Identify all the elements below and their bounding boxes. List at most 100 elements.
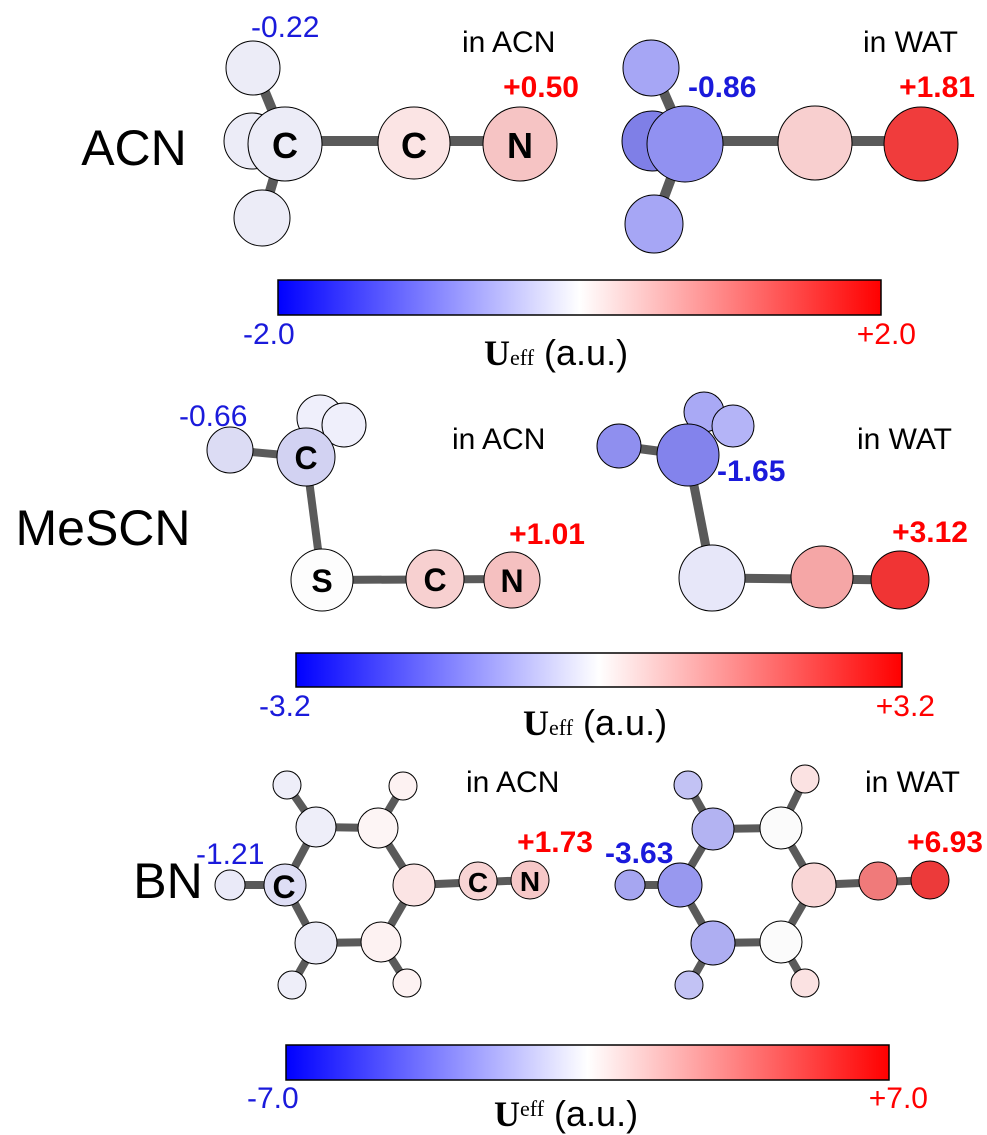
carbon-atom — [263, 863, 307, 907]
mescn-in-wat-max-value: +3.12 — [892, 516, 968, 549]
carbon-atom — [360, 921, 402, 963]
nitrogen-atom — [483, 551, 541, 609]
mescn-in-acn-molecule — [206, 394, 541, 612]
bn-in-wat-solvent-label: in WAT — [865, 766, 960, 799]
axis-symbol: U — [523, 703, 549, 743]
bn-in-acn-min-value: -1.21 — [196, 838, 264, 871]
hydrogen-atom — [596, 423, 642, 469]
molecule-label-mescn: MeSCN — [15, 500, 190, 556]
mescn-in-acn-solvent-label: in ACN — [452, 423, 545, 456]
carbon-atom — [858, 861, 898, 901]
molecule-label-acn: ACN — [81, 120, 187, 176]
atom-letter-carbon: C — [468, 867, 488, 898]
carbon-atom — [690, 920, 736, 966]
hydrogen-atom — [790, 764, 820, 794]
acn-in-wat-molecule — [621, 39, 959, 254]
carbon-atom — [276, 427, 336, 487]
hydrogen-atom — [225, 40, 281, 96]
bn-in-wat-min-value: -3.63 — [605, 837, 673, 870]
colorbar-mescn-max-label: +3.2 — [876, 690, 935, 723]
hydrogen-atom — [624, 194, 684, 254]
atom-letter-carbon: C — [294, 440, 317, 476]
colorbar-bn — [285, 1044, 890, 1081]
axis-subscript: eff — [510, 345, 535, 370]
colorbar-bn-min-label: -7.0 — [247, 1082, 299, 1115]
nitrogen-atom — [910, 860, 950, 900]
carbon-atom — [357, 807, 399, 849]
carbon-atom — [295, 806, 337, 848]
hydrogen-atom — [233, 189, 291, 247]
mescn-in-wat-min-value: -1.65 — [717, 455, 785, 488]
carbon-atom — [759, 920, 803, 964]
axis-symbol: U — [494, 1094, 520, 1134]
bn-in-wat-max-value: +6.93 — [907, 826, 983, 859]
axis-symbol: U — [484, 333, 510, 373]
hydrogen-atom — [614, 869, 646, 901]
colorbar-bn-axis-label: Ueff (a.u.) — [494, 1093, 638, 1134]
hydrogen-atom — [321, 402, 367, 448]
acn-in-wat-min-value: -0.86 — [688, 71, 756, 104]
carbon-atom — [377, 106, 451, 180]
mescn-in-wat-solvent-label: in WAT — [857, 423, 952, 456]
hydrogen-atom — [388, 771, 418, 801]
axis-unit: (a.u.) — [554, 1093, 638, 1134]
colorbar-acn-min-label: -2.0 — [243, 318, 295, 351]
atom-letter-carbon: C — [272, 125, 298, 166]
sulfur-atom — [678, 544, 746, 612]
colorbar-acn-max-label: +2.0 — [857, 318, 916, 351]
acn-in-wat-max-value: +1.81 — [899, 71, 975, 104]
carbon-atom — [405, 549, 465, 609]
carbon-atom — [777, 105, 853, 181]
axis-unit: (a.u.) — [544, 332, 628, 373]
mescn-in-acn-max-value: +1.01 — [509, 518, 585, 551]
bn-in-acn-solvent-label: in ACN — [466, 766, 559, 799]
hydrogen-atom — [214, 869, 246, 901]
colorbar-acn-axis-label: Ueff (a.u.) — [484, 332, 628, 373]
atom-letter-carbon: C — [401, 125, 427, 166]
atom-letter-carbon: C — [272, 869, 295, 905]
carbon-atom — [657, 862, 703, 908]
hydrogen-atom — [272, 770, 302, 800]
carbon-atom — [294, 921, 338, 965]
hydrogen-atom — [673, 770, 703, 800]
carbon-atom — [392, 863, 436, 907]
acn-in-acn-molecule — [223, 40, 558, 247]
hydrogen-atom — [392, 968, 422, 998]
hydrogen-atom — [790, 968, 820, 998]
nitrogen-atom — [870, 550, 930, 610]
sulfur-atom — [290, 548, 354, 612]
carbon-atom — [656, 423, 720, 487]
nitrogen-atom — [510, 860, 550, 900]
axis-superscript: eff — [520, 1096, 545, 1121]
hydrogen-atom — [622, 39, 680, 97]
nitrogen-atom — [482, 106, 558, 182]
hydrogen-atom — [277, 970, 307, 1000]
nitrogen-atom — [883, 106, 959, 182]
carbon-atom — [691, 807, 735, 851]
hydrogen-atom — [206, 426, 254, 474]
panel-mescn: MeSCN C S C N -0.66 in ACN +1.01 — [15, 391, 968, 743]
atom-letter-sulfur: S — [311, 563, 332, 599]
atom-letter-nitrogen: N — [520, 866, 540, 897]
colorbar-acn — [277, 279, 882, 316]
mescn-in-acn-min-value: -0.66 — [179, 400, 247, 433]
acn-in-wat-solvent-label: in WAT — [863, 26, 958, 59]
acn-in-acn-solvent-label: in ACN — [462, 26, 555, 59]
mescn-in-wat-molecule — [596, 391, 930, 612]
bn-in-wat-molecule — [614, 764, 950, 1000]
panel-acn: ACN C C N -0.22 in ACN +0.50 — [81, 11, 975, 373]
carbon-atom — [759, 806, 803, 850]
atom-letter-carbon: C — [423, 562, 446, 598]
carbon-atom — [790, 545, 854, 609]
carbon-atom — [247, 106, 323, 182]
hydrogen-atom — [674, 970, 704, 1000]
colorbar-bn-max-label: +7.0 — [869, 1082, 928, 1115]
colorbar-mescn-axis-label: Ueff (a.u.) — [523, 702, 667, 743]
bn-in-acn-molecule — [214, 770, 550, 1000]
carbon-atom — [646, 105, 724, 183]
axis-unit: (a.u.) — [583, 702, 667, 743]
atom-letter-nitrogen: N — [507, 125, 533, 166]
hydrogen-atom — [711, 404, 755, 448]
colorbar-mescn-min-label: -3.2 — [259, 690, 311, 723]
